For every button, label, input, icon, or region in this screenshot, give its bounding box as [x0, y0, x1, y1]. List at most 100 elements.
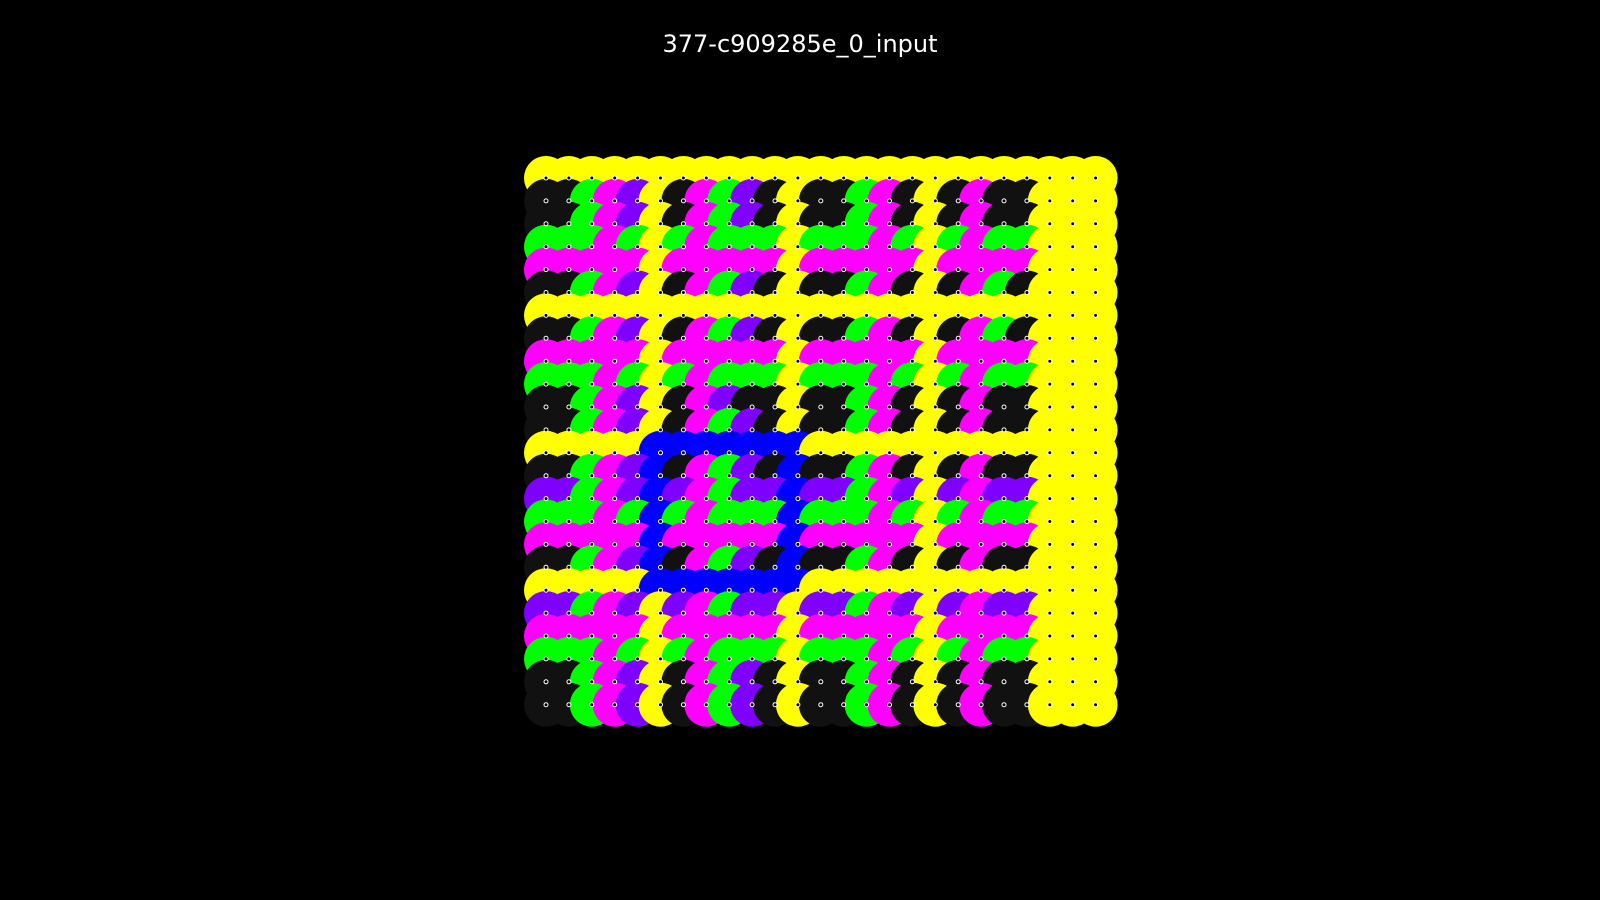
cell-marker	[1093, 267, 1099, 273]
cell-marker	[703, 519, 709, 524]
cell-marker	[1093, 221, 1099, 227]
cell-marker	[864, 221, 870, 227]
cell-marker	[772, 610, 778, 616]
cell-marker	[909, 564, 915, 570]
cell-marker	[749, 564, 755, 570]
cell-marker	[978, 358, 984, 364]
cell-marker	[978, 702, 984, 708]
cell-marker	[703, 427, 709, 433]
cell-marker	[932, 679, 938, 685]
cell-marker	[1047, 496, 1053, 502]
cell-marker	[726, 244, 732, 250]
cell-marker	[887, 358, 892, 364]
cell-marker	[749, 221, 755, 227]
cell-marker	[772, 221, 778, 227]
cell-marker	[978, 656, 984, 662]
cell-marker	[703, 610, 709, 616]
cell-marker	[795, 290, 801, 295]
cell-marker	[818, 175, 824, 181]
cell-marker	[566, 358, 572, 364]
cell-marker	[543, 541, 549, 547]
cell-marker	[864, 267, 870, 273]
cell-marker	[864, 679, 870, 685]
cell-marker	[1024, 221, 1030, 227]
cell-marker	[932, 244, 938, 250]
cell-marker	[1024, 610, 1030, 616]
cell-marker	[1001, 656, 1007, 662]
cell-marker	[795, 496, 801, 502]
cell-marker	[772, 427, 778, 433]
cell-marker	[772, 450, 778, 456]
cell-marker	[1001, 290, 1007, 295]
cell-marker	[909, 702, 915, 708]
cell-marker	[864, 312, 870, 318]
cell-marker	[612, 290, 618, 295]
cell-marker	[726, 473, 732, 479]
cell-marker	[978, 198, 984, 204]
cell-marker	[1047, 358, 1053, 364]
cell-marker	[772, 541, 778, 547]
cell-marker	[658, 564, 663, 570]
cell-marker	[612, 587, 618, 593]
cell-marker	[726, 404, 732, 410]
cell-marker	[909, 633, 915, 639]
cell-marker	[589, 496, 595, 502]
cell-marker	[1070, 358, 1076, 364]
cell-marker	[887, 221, 892, 227]
cell-marker	[864, 473, 870, 479]
cell-marker	[978, 427, 984, 433]
cell-marker	[841, 267, 847, 273]
cell-marker	[1070, 404, 1076, 410]
cell-marker	[1001, 358, 1007, 364]
cell-marker	[1024, 679, 1030, 685]
cell-marker	[772, 267, 778, 273]
cell-marker	[841, 404, 847, 410]
cell-marker	[635, 312, 641, 318]
cell-marker	[680, 633, 686, 639]
cell-marker	[841, 633, 847, 639]
cell-marker	[1024, 290, 1030, 295]
cell-marker	[818, 496, 824, 502]
cell-marker	[818, 244, 824, 250]
cell-marker	[1070, 381, 1076, 387]
cell-marker	[1070, 267, 1076, 273]
cell-marker	[841, 496, 847, 502]
cell-marker	[909, 175, 915, 181]
cell-marker	[1047, 610, 1053, 616]
cell-marker	[1024, 473, 1030, 479]
cell-marker	[612, 633, 618, 639]
cell-marker	[955, 267, 961, 273]
cell-marker	[909, 679, 915, 685]
cell-marker	[703, 656, 709, 662]
cell-marker	[1070, 564, 1076, 570]
cell-marker	[635, 358, 641, 364]
cell-marker	[658, 175, 663, 181]
cell-marker	[1093, 656, 1099, 662]
cell-marker	[635, 679, 641, 685]
cell-marker	[818, 381, 824, 387]
cell-marker	[658, 335, 663, 341]
cell-marker	[1070, 221, 1076, 227]
cell-marker	[635, 198, 641, 204]
cell-marker	[1001, 633, 1007, 639]
cell-marker	[978, 610, 984, 616]
cell-marker	[726, 564, 732, 570]
cell-marker	[566, 702, 572, 708]
cell-marker	[635, 541, 641, 547]
cell-marker	[543, 221, 549, 227]
cell-marker	[887, 473, 892, 479]
cell-marker	[658, 702, 663, 708]
cell-marker	[658, 358, 663, 364]
cell-marker	[932, 335, 938, 341]
cell-marker	[543, 198, 549, 204]
cell-marker	[955, 175, 961, 181]
cell-marker	[955, 679, 961, 685]
cell-marker	[978, 221, 984, 227]
cell-marker	[1047, 244, 1053, 250]
cell-marker	[932, 610, 938, 616]
cell-marker	[703, 312, 709, 318]
cell-marker	[864, 198, 870, 204]
cell-marker	[566, 450, 572, 456]
cell-marker	[589, 564, 595, 570]
cell-marker	[1024, 564, 1030, 570]
